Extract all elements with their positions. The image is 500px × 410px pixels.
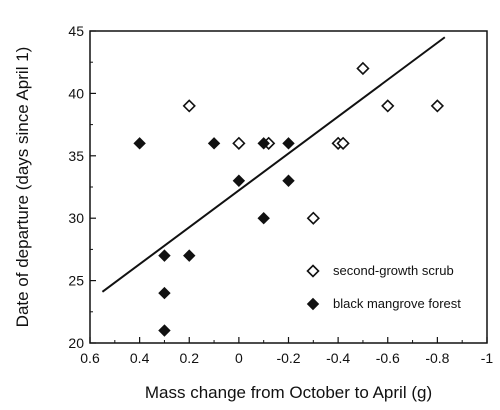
y-axis: 20 25 30 35 40 45 [68, 23, 96, 351]
x-tick-label: 0.2 [180, 350, 200, 366]
regression-line-group [101, 36, 446, 293]
legend-label: black mangrove forest [333, 296, 461, 311]
data-point-second-growth-scrub [381, 99, 395, 113]
legend: second-growth scrub black mangrove fores… [306, 263, 461, 311]
data-point-black-mangrove-forest [257, 211, 270, 225]
data-point-second-growth-scrub [336, 136, 350, 150]
x-tick-label: 0.6 [80, 350, 100, 366]
x-axis-title: Mass change from October to April (g) [145, 383, 432, 402]
x-tick-label: -0.8 [425, 350, 449, 366]
data-point-black-mangrove-forest [282, 137, 295, 150]
data-point-black-mangrove-forest [158, 249, 171, 262]
data-point-black-mangrove-forest [232, 174, 246, 187]
legend-item-second-growth-scrub: second-growth scrub [306, 263, 454, 278]
x-axis: 0.6 0.4 0.2 0 -0.2 -0.4 -0.6 -0.8 -1 [80, 337, 493, 366]
data-point-second-growth-scrub [182, 99, 196, 113]
y-axis-title: Date of departure (days since April 1) [13, 47, 32, 328]
data-point-second-growth-scrub [356, 61, 370, 76]
legend-marker-open-diamond [306, 264, 320, 278]
data-point-black-mangrove-forest [158, 286, 171, 300]
legend-marker-filled-diamond [306, 297, 320, 311]
y-tick-label: 30 [68, 210, 84, 226]
data-point-black-mangrove-forest [257, 137, 270, 150]
y-tick-label: 35 [68, 148, 84, 164]
data-point-black-mangrove-forest [158, 324, 171, 337]
y-tick-label: 45 [68, 23, 84, 39]
regression-line [101, 36, 446, 293]
y-tick-label: 25 [68, 273, 84, 289]
legend-label: second-growth scrub [333, 263, 454, 278]
data-point-second-growth-scrub [232, 136, 246, 150]
x-tick-label: 0.4 [130, 350, 150, 366]
data-point-second-growth-scrub [306, 211, 320, 225]
data-point-second-growth-scrub [430, 99, 445, 113]
x-tick-label: -0.2 [276, 350, 300, 366]
data-point-black-mangrove-forest [183, 249, 196, 262]
legend-item-black-mangrove-forest: black mangrove forest [306, 296, 461, 311]
x-tick-label: -0.6 [376, 350, 400, 366]
x-tick-label: 0 [235, 350, 243, 366]
data-point-black-mangrove-forest [207, 137, 221, 150]
data-point-black-mangrove-forest [133, 137, 146, 150]
y-tick-label: 20 [68, 335, 84, 351]
data-point-black-mangrove-forest [282, 174, 295, 187]
data-points [133, 61, 445, 337]
y-tick-label: 40 [68, 85, 84, 101]
x-tick-label: -0.4 [326, 350, 350, 366]
x-tick-label: -1 [481, 350, 494, 366]
